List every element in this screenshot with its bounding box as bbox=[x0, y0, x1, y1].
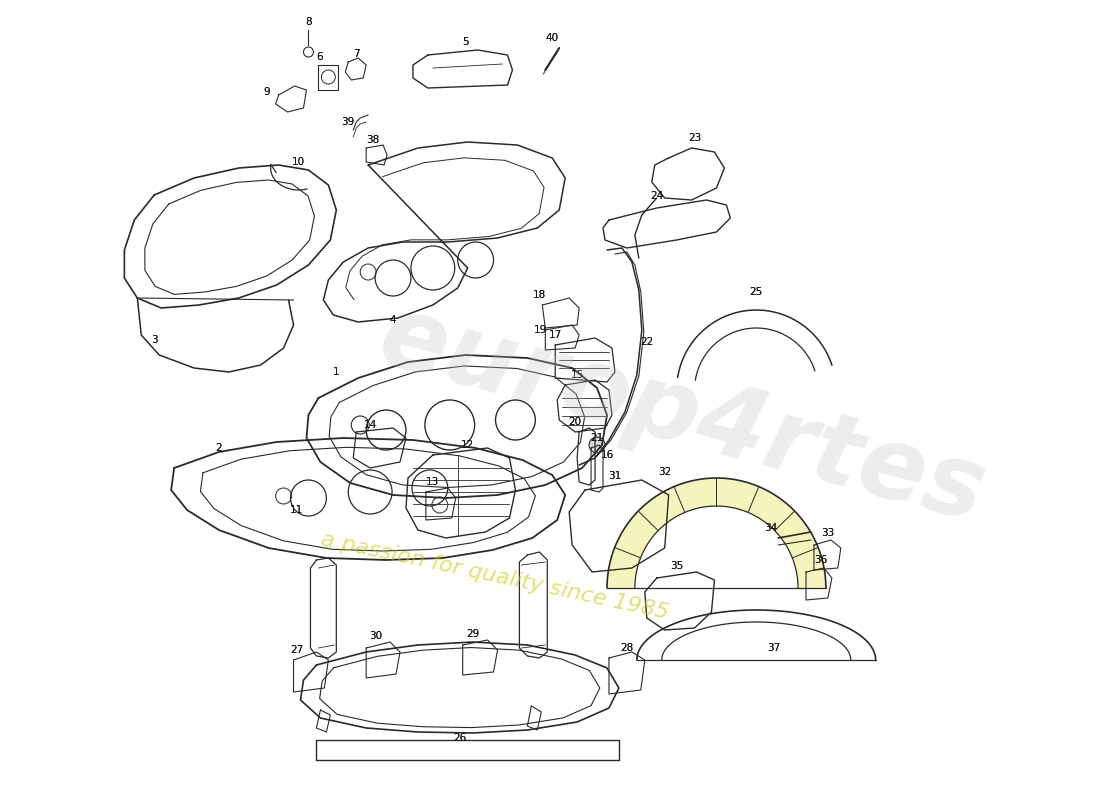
Text: 22: 22 bbox=[640, 337, 653, 347]
Text: 14: 14 bbox=[363, 420, 377, 430]
Text: 5: 5 bbox=[462, 37, 469, 47]
Text: 29: 29 bbox=[466, 629, 480, 639]
Text: 31: 31 bbox=[608, 471, 622, 481]
Text: 35: 35 bbox=[670, 561, 683, 571]
Text: 34: 34 bbox=[764, 523, 778, 533]
Text: 8: 8 bbox=[305, 17, 311, 27]
Text: 31: 31 bbox=[608, 471, 622, 481]
Text: 37: 37 bbox=[768, 643, 781, 653]
Text: 8: 8 bbox=[305, 17, 311, 27]
Text: 11: 11 bbox=[290, 505, 304, 515]
Text: 20: 20 bbox=[569, 417, 582, 427]
Text: 40: 40 bbox=[546, 33, 559, 43]
Text: 30: 30 bbox=[370, 631, 383, 641]
Text: 36: 36 bbox=[814, 555, 827, 565]
Text: 21: 21 bbox=[591, 433, 604, 443]
Text: 15: 15 bbox=[571, 370, 584, 380]
Text: 38: 38 bbox=[366, 135, 379, 145]
Text: 28: 28 bbox=[620, 643, 634, 653]
Text: 18: 18 bbox=[532, 290, 546, 300]
Text: 11: 11 bbox=[290, 505, 304, 515]
Text: 3: 3 bbox=[151, 335, 157, 345]
Text: 39: 39 bbox=[342, 117, 355, 127]
Text: 14: 14 bbox=[363, 420, 377, 430]
Polygon shape bbox=[607, 478, 826, 588]
Text: 23: 23 bbox=[688, 133, 701, 143]
Text: 7: 7 bbox=[353, 49, 360, 59]
Text: 38: 38 bbox=[366, 135, 379, 145]
Text: 17: 17 bbox=[549, 330, 562, 340]
Text: 6: 6 bbox=[316, 52, 322, 62]
Text: 33: 33 bbox=[822, 528, 835, 538]
Text: 10: 10 bbox=[292, 157, 305, 167]
Text: 9: 9 bbox=[263, 87, 270, 97]
Text: 12: 12 bbox=[461, 440, 474, 450]
Text: 33: 33 bbox=[822, 528, 835, 538]
Text: 25: 25 bbox=[749, 287, 763, 297]
Text: 32: 32 bbox=[658, 467, 671, 477]
Text: 13: 13 bbox=[426, 477, 440, 487]
Text: 2: 2 bbox=[216, 443, 222, 453]
Text: 6: 6 bbox=[316, 52, 322, 62]
Text: 26: 26 bbox=[453, 733, 466, 743]
Text: 2: 2 bbox=[216, 443, 222, 453]
Text: 23: 23 bbox=[688, 133, 701, 143]
Text: 10: 10 bbox=[292, 157, 305, 167]
Text: 32: 32 bbox=[658, 467, 671, 477]
Text: 5: 5 bbox=[462, 37, 469, 47]
Text: 18: 18 bbox=[532, 290, 546, 300]
Text: 29: 29 bbox=[466, 629, 480, 639]
Text: 24: 24 bbox=[650, 191, 663, 201]
Text: 9: 9 bbox=[263, 87, 270, 97]
Text: 1: 1 bbox=[333, 367, 340, 377]
Text: 22: 22 bbox=[640, 337, 653, 347]
Text: 40: 40 bbox=[546, 33, 559, 43]
Text: 15: 15 bbox=[571, 370, 584, 380]
Text: 1: 1 bbox=[333, 367, 340, 377]
Text: 30: 30 bbox=[370, 631, 383, 641]
Text: 19: 19 bbox=[534, 325, 547, 335]
Text: 37: 37 bbox=[768, 643, 781, 653]
Text: 24: 24 bbox=[650, 191, 663, 201]
Text: 19: 19 bbox=[534, 325, 547, 335]
Text: 13: 13 bbox=[426, 477, 440, 487]
Text: 21: 21 bbox=[591, 433, 604, 443]
Text: 27: 27 bbox=[290, 645, 304, 655]
Circle shape bbox=[590, 437, 605, 453]
Text: 35: 35 bbox=[670, 561, 683, 571]
Text: 16: 16 bbox=[601, 450, 614, 460]
Text: 3: 3 bbox=[151, 335, 157, 345]
Text: 34: 34 bbox=[764, 523, 778, 533]
Text: 27: 27 bbox=[290, 645, 304, 655]
Text: 16: 16 bbox=[601, 450, 614, 460]
Text: 26: 26 bbox=[453, 733, 466, 743]
Text: 36: 36 bbox=[814, 555, 827, 565]
Text: 20: 20 bbox=[569, 417, 582, 427]
Text: 4: 4 bbox=[389, 315, 396, 325]
Text: 12: 12 bbox=[461, 440, 474, 450]
Text: a passion for quality since 1985: a passion for quality since 1985 bbox=[319, 530, 671, 622]
Text: 39: 39 bbox=[342, 117, 355, 127]
Text: 28: 28 bbox=[620, 643, 634, 653]
Text: 25: 25 bbox=[749, 287, 763, 297]
Text: europ4rtes: europ4rtes bbox=[368, 289, 996, 543]
Text: 4: 4 bbox=[389, 315, 396, 325]
Text: 17: 17 bbox=[549, 330, 562, 340]
Text: 7: 7 bbox=[353, 49, 360, 59]
